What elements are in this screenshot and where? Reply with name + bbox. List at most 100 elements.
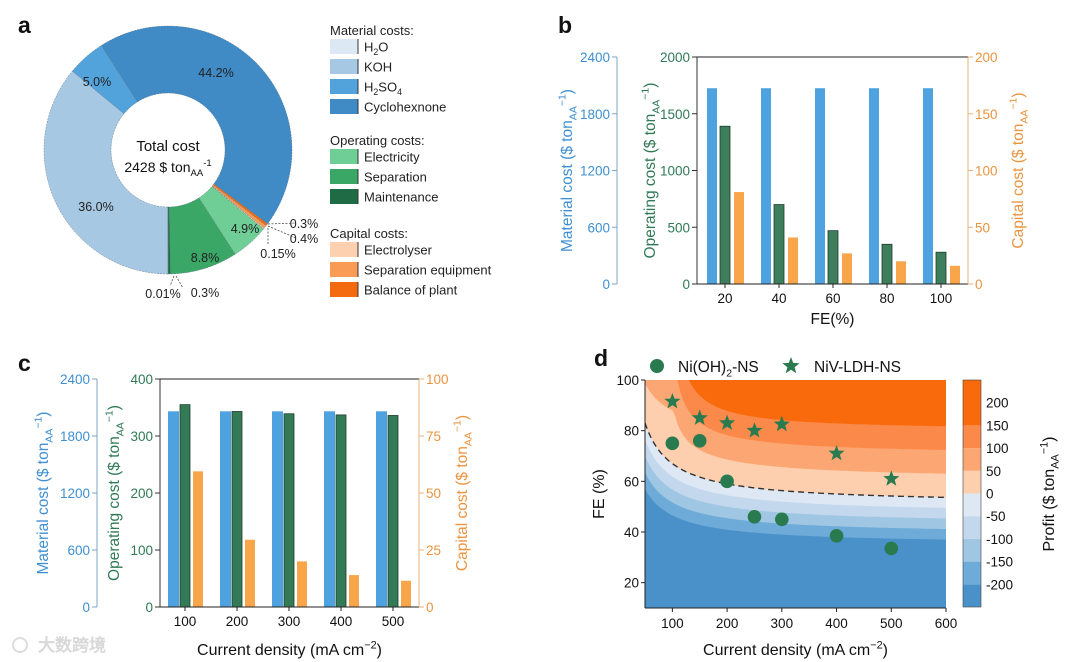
slice-percent-label: 0.15% xyxy=(260,247,295,261)
legend-swatch xyxy=(330,242,358,257)
x-tick-label: 20 xyxy=(717,291,732,306)
slice-percent-label: 5.0% xyxy=(83,75,112,89)
donut-slice xyxy=(168,197,236,275)
y-tick-label: 40 xyxy=(624,525,639,540)
operating-tick-label: 300 xyxy=(130,429,153,444)
donut-slice xyxy=(212,183,268,226)
slice-percent-label: 44.2% xyxy=(198,66,233,80)
capital-tick-label: 100 xyxy=(426,372,449,387)
operating-cost-bar xyxy=(387,415,399,608)
legend-item-label-part: 2 xyxy=(373,87,378,97)
material-cost-bar xyxy=(220,411,231,607)
capital-axis-title-part: AA xyxy=(462,432,474,446)
material-tick-label: 0 xyxy=(602,277,610,292)
capital-axis-title-part: −1 xyxy=(1007,97,1019,109)
niv-ldh-ns-point xyxy=(664,393,681,409)
x-tick-label: 100 xyxy=(174,614,197,629)
operating-tick-label: 1500 xyxy=(660,107,690,122)
material-axis-title-part: −1 xyxy=(32,417,44,429)
colorbar-tick-label: 0 xyxy=(986,487,994,502)
donut-center-value: 2428 $ tonAA-1 xyxy=(124,158,211,179)
legend-item-label-part: 4 xyxy=(397,87,402,97)
operating-cost-bar xyxy=(179,404,191,608)
y-tick-label: 100 xyxy=(616,373,639,388)
colorbar-band xyxy=(963,561,981,585)
capital-cost-bar xyxy=(734,192,744,284)
material-axis-title-part: AA xyxy=(43,429,55,443)
x-axis-title-part: −2 xyxy=(364,639,376,651)
x-tick-label: 100 xyxy=(661,616,684,631)
legend-swatch xyxy=(330,149,358,164)
legend-item: KOH xyxy=(330,59,392,75)
material-cost-bar xyxy=(272,411,283,607)
capital-tick-label: 75 xyxy=(426,429,441,444)
x-tick-label: 100 xyxy=(930,291,953,306)
capital-tick-label: 200 xyxy=(975,50,998,65)
x-tick-label: 40 xyxy=(771,291,786,306)
panel-d-legend: Ni(OH)2-NS NiV-LDH-NS xyxy=(650,357,901,379)
legend-swatch xyxy=(330,262,358,277)
panel-c-bar-chart: 0 600 1200 1800 2400 0 100 200 300 400 0 25 50 75 100 1… xyxy=(32,372,474,659)
material-axis-title: Material cost ($ tonAA−1) xyxy=(556,89,579,252)
watermark-text: 大数跨境 xyxy=(38,635,106,655)
capital-tick-label: 100 xyxy=(975,164,998,179)
legend-item-label: Maintenance xyxy=(364,190,438,205)
capital-axis-title: Capital cost ($ tonAA−1) xyxy=(451,415,474,571)
leader-line xyxy=(169,275,175,287)
operating-cost-bar xyxy=(283,413,295,608)
legend-item-label: H2SO4 xyxy=(364,80,402,98)
legend-swatch xyxy=(330,79,358,94)
material-tick-label: 2400 xyxy=(580,50,610,65)
capital-cost-bar xyxy=(349,575,359,607)
legend-label-part: Ni(OH) xyxy=(678,359,726,376)
material-cost-bar xyxy=(815,88,825,285)
panel-label-d: d xyxy=(594,345,608,371)
x-tick-label: 500 xyxy=(880,616,903,631)
contour-band xyxy=(688,380,946,427)
x-tick-label: 300 xyxy=(278,614,301,629)
capital-axis-title-part: Capital cost ($ ton xyxy=(1010,124,1027,249)
slice-percent-label: 4.9% xyxy=(231,222,260,236)
material-cost-bar xyxy=(324,411,335,607)
niv-ldh-ns-point xyxy=(746,422,763,438)
x-axis-title: Current density (mA cm−2) xyxy=(197,639,382,659)
capital-axis-title-part: ) xyxy=(454,415,471,420)
legend-item-label: Electricity xyxy=(364,150,420,165)
panel-label-c: c xyxy=(18,350,31,376)
material-axis-title-part: Material cost ($ ton xyxy=(35,443,52,575)
legend-item: H2O xyxy=(330,39,388,57)
colorbar-band xyxy=(963,425,981,449)
legend-swatch xyxy=(330,59,358,74)
panel-a-legend: Material costs:H2OKOHH2SO4CyclohexnoneOp… xyxy=(330,23,492,298)
operating-cost-bar xyxy=(773,204,785,285)
contour-bands xyxy=(645,380,946,608)
legend-item: Separation xyxy=(330,169,427,185)
material-axis-title-part: −1 xyxy=(556,94,568,106)
legend-item-label: H2O xyxy=(364,40,388,58)
material-cost-bar xyxy=(376,411,387,607)
material-tick-label: 600 xyxy=(67,543,90,558)
legend-swatch xyxy=(330,99,358,114)
legend-item-label-part: Separation xyxy=(364,170,427,185)
capital-tick-label: 0 xyxy=(975,277,983,292)
operating-cost-bar xyxy=(881,243,893,285)
legend-label: NiV-LDH-NS xyxy=(814,359,901,376)
x-axis-title-part: ) xyxy=(377,642,382,659)
x-axis-title-part: Current density (mA cm xyxy=(703,642,870,659)
panel-label-b: b xyxy=(558,12,572,38)
capital-cost-bar xyxy=(842,253,852,284)
slice-percent-label: 36.0% xyxy=(78,200,113,214)
niv-ldh-ns-point xyxy=(828,445,845,461)
material-tick-label: 1200 xyxy=(60,486,90,501)
legend-group-title: Operating costs: xyxy=(330,133,425,148)
colorbar-title-part: −1 xyxy=(1038,442,1050,454)
material-axis-title-part: ) xyxy=(559,89,576,94)
x-tick-label: 300 xyxy=(771,616,794,631)
donut-center-title: Total cost xyxy=(136,138,200,155)
legend-swatch xyxy=(330,169,358,184)
capital-cost-bar xyxy=(245,539,255,607)
material-cost-bar xyxy=(707,88,717,285)
capital-cost-bar xyxy=(297,561,307,607)
niv-ldh-ns-point xyxy=(691,409,708,425)
